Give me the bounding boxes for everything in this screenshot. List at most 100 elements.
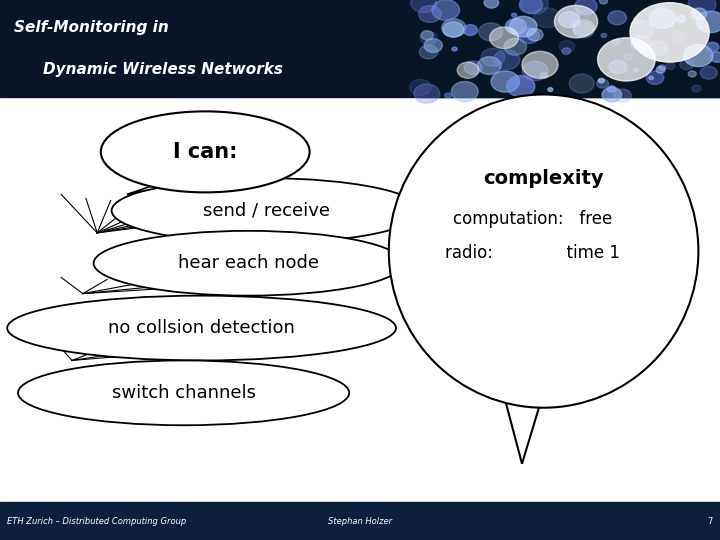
Circle shape	[659, 65, 665, 70]
Circle shape	[507, 76, 535, 97]
Circle shape	[600, 0, 608, 4]
Circle shape	[634, 68, 639, 72]
Circle shape	[649, 76, 653, 79]
Circle shape	[562, 48, 571, 55]
Circle shape	[649, 9, 676, 29]
Text: send / receive: send / receive	[203, 201, 330, 220]
Text: no collsion detection: no collsion detection	[108, 319, 295, 337]
Circle shape	[559, 12, 580, 28]
Circle shape	[665, 63, 675, 70]
Circle shape	[573, 19, 595, 36]
Circle shape	[608, 11, 626, 25]
Circle shape	[602, 87, 621, 102]
Text: switch channels: switch channels	[112, 384, 256, 402]
Circle shape	[672, 32, 685, 42]
Circle shape	[527, 29, 543, 40]
Circle shape	[598, 38, 655, 81]
Circle shape	[534, 8, 560, 28]
Text: Stephan Holzer: Stephan Holzer	[328, 517, 392, 525]
Circle shape	[648, 41, 667, 56]
Circle shape	[559, 40, 575, 52]
Text: hear each node: hear each node	[178, 254, 319, 272]
Bar	[418, 0, 720, 97]
Circle shape	[656, 66, 665, 73]
Circle shape	[522, 51, 558, 78]
Circle shape	[464, 61, 482, 75]
Ellipse shape	[101, 111, 310, 192]
Circle shape	[410, 79, 431, 96]
Circle shape	[548, 87, 553, 91]
Circle shape	[635, 20, 642, 25]
Circle shape	[463, 25, 477, 36]
Circle shape	[481, 49, 505, 66]
Circle shape	[575, 0, 597, 15]
Circle shape	[559, 6, 580, 22]
Circle shape	[418, 5, 441, 23]
Circle shape	[477, 57, 501, 75]
Circle shape	[493, 50, 520, 70]
Circle shape	[490, 27, 518, 49]
Circle shape	[601, 33, 606, 37]
Ellipse shape	[94, 231, 403, 296]
Circle shape	[608, 86, 616, 92]
Ellipse shape	[18, 361, 349, 426]
Circle shape	[692, 85, 701, 92]
Circle shape	[540, 73, 547, 78]
Circle shape	[647, 71, 664, 84]
Circle shape	[655, 5, 668, 15]
Circle shape	[569, 74, 594, 93]
Circle shape	[597, 79, 608, 88]
Circle shape	[710, 52, 720, 62]
Circle shape	[414, 84, 440, 103]
Circle shape	[570, 19, 580, 26]
Circle shape	[491, 71, 519, 92]
Text: 7: 7	[708, 517, 713, 525]
Circle shape	[421, 31, 433, 40]
Text: computation:   free: computation: free	[453, 210, 613, 228]
Ellipse shape	[391, 96, 696, 406]
Circle shape	[451, 82, 478, 102]
Circle shape	[706, 42, 719, 52]
Circle shape	[631, 36, 651, 51]
Text: Self-Monitoring in: Self-Monitoring in	[14, 20, 169, 35]
Circle shape	[691, 8, 707, 19]
Circle shape	[419, 45, 438, 59]
Circle shape	[457, 62, 479, 78]
Circle shape	[445, 93, 451, 98]
Ellipse shape	[7, 295, 396, 361]
Circle shape	[613, 89, 631, 102]
Circle shape	[510, 16, 537, 37]
Circle shape	[505, 18, 526, 34]
Polygon shape	[127, 180, 194, 194]
Circle shape	[411, 0, 437, 12]
Circle shape	[521, 0, 548, 14]
Circle shape	[504, 38, 526, 55]
Circle shape	[519, 0, 542, 14]
Text: ETH Zurich – Distributed Computing Group: ETH Zurich – Distributed Computing Group	[7, 517, 186, 525]
Circle shape	[677, 16, 685, 23]
Circle shape	[523, 22, 528, 25]
Circle shape	[680, 59, 694, 70]
Circle shape	[554, 5, 598, 38]
Circle shape	[522, 61, 548, 80]
Circle shape	[432, 0, 459, 21]
Circle shape	[624, 54, 632, 61]
Circle shape	[420, 31, 438, 44]
Circle shape	[700, 66, 717, 79]
Circle shape	[512, 14, 516, 17]
Circle shape	[452, 47, 457, 51]
Circle shape	[683, 45, 713, 66]
Circle shape	[424, 39, 442, 52]
Circle shape	[442, 19, 466, 37]
Circle shape	[479, 23, 503, 41]
Circle shape	[613, 39, 620, 44]
Text: I can:: I can:	[173, 142, 238, 162]
Text: Dynamic Wireless Networks: Dynamic Wireless Networks	[43, 63, 283, 77]
Text: radio:              time 1: radio: time 1	[445, 244, 621, 262]
Circle shape	[484, 0, 499, 8]
Polygon shape	[497, 369, 551, 464]
Circle shape	[688, 0, 716, 15]
Circle shape	[443, 22, 464, 37]
Ellipse shape	[389, 94, 698, 408]
Circle shape	[630, 21, 653, 38]
